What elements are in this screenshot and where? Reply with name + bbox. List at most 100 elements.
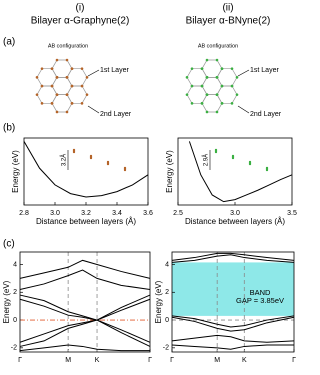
band (171, 334, 295, 343)
x-axis-label: Distance between layers (Å) (36, 217, 136, 226)
figure: (i) Bilayer α-Graphyne(2) (ii) Bilayer α… (2, 3, 297, 364)
y-tick-label: 0 (165, 317, 169, 324)
plot-frame (19, 251, 151, 353)
x-tick-label: K (95, 357, 100, 364)
x-tick-label: M (214, 357, 220, 364)
band (171, 252, 295, 261)
atom (235, 93, 239, 96)
atom (205, 58, 209, 62)
x-tick-label: Γ (18, 357, 22, 364)
atom (205, 76, 209, 79)
inset-atom (214, 148, 218, 152)
inset (212, 146, 286, 176)
y-tick-label: 0 (13, 317, 17, 324)
atom (230, 67, 234, 70)
x-axis-label: Distance between layers (Å) (185, 217, 285, 226)
atom (80, 102, 84, 105)
atom (55, 110, 59, 114)
x-tick-label: 2.8 (19, 210, 29, 217)
atom (65, 110, 69, 114)
x-tick-label: K (242, 357, 247, 364)
arrow (237, 69, 250, 77)
atom (55, 93, 59, 96)
lattice-hexagon (201, 76, 223, 96)
atom (40, 84, 44, 88)
band (171, 316, 295, 332)
y-tick-label: 4 (13, 261, 17, 268)
x-tick-label: 3.4 (112, 210, 122, 217)
x-tick-label: Γ (170, 357, 174, 364)
atom (190, 102, 194, 105)
lattice-hexagon (51, 94, 73, 113)
inset-atom (89, 155, 93, 159)
x-tick-label: Γ (292, 357, 296, 364)
y-axis-label: Energy (eV) (154, 280, 163, 323)
config-label: AB configuration (198, 43, 238, 49)
atom (220, 84, 224, 88)
column-title: Bilayer α-BNyne(2) (186, 16, 271, 27)
lattice-hexagon (36, 85, 58, 104)
energy-curve (188, 141, 293, 203)
separation-label: 2.9Å (203, 154, 210, 166)
atom (205, 110, 209, 114)
x-tick-label: 3.6 (143, 210, 153, 217)
y-axis-label: Energy (eV) (165, 150, 174, 193)
lattice-hexagon (186, 85, 208, 104)
inset-atom (123, 168, 127, 172)
column-label: (ii) (222, 3, 233, 14)
inset-atom (123, 166, 127, 170)
inset-atom (72, 150, 76, 154)
lattice-hexagon (201, 94, 223, 113)
layer-label: 2nd Layer (250, 111, 282, 118)
atom (200, 67, 204, 70)
band (171, 254, 295, 263)
atom (185, 76, 189, 79)
lattice-hexagon (201, 59, 223, 78)
column-label: (i) (76, 3, 85, 14)
atom (215, 110, 219, 114)
x-tick-label: 3.5 (287, 210, 297, 217)
panel-label: (c) (3, 239, 15, 250)
column-title: Bilayer α-Graphyne(2) (31, 16, 130, 27)
x-tick-label: 3.0 (50, 210, 60, 217)
band (171, 315, 295, 328)
energy-curve (23, 141, 149, 198)
band (19, 344, 150, 352)
lattice-hexagon (51, 59, 73, 78)
atom (55, 76, 59, 79)
plot-frame (177, 137, 293, 206)
y-axis-label: Energy (eV) (11, 150, 20, 193)
inset-atom (231, 155, 235, 159)
atom (50, 67, 54, 70)
inset-atom (72, 148, 76, 152)
inset-atom (106, 162, 110, 166)
atom (200, 102, 204, 105)
band (19, 298, 151, 321)
y-tick-label: 2 (13, 289, 17, 296)
lattice-hexagon (66, 68, 88, 87)
atom (190, 67, 194, 70)
x-tick-label: 3.0 (230, 210, 240, 217)
atom (230, 102, 234, 105)
atom (85, 76, 89, 79)
panel-label: (b) (3, 123, 15, 134)
inset-atom (248, 162, 252, 166)
band (171, 344, 294, 350)
band (19, 269, 151, 290)
lattice-hexagon (66, 85, 88, 104)
y-axis-label: Energy (eV) (2, 280, 11, 323)
arrow (87, 105, 100, 114)
x-tick-label: 3.2 (81, 210, 91, 217)
plot-frame (23, 137, 149, 206)
arrow (87, 69, 100, 77)
atom (50, 102, 54, 105)
arrow (237, 105, 250, 114)
inset-atom (265, 166, 269, 170)
y-tick-label: 2 (165, 289, 169, 296)
atom (215, 93, 219, 96)
atom (35, 76, 39, 79)
gap-annotation: BAND (250, 288, 271, 297)
layer-label: 1st Layer (250, 67, 279, 74)
atom (50, 84, 54, 88)
